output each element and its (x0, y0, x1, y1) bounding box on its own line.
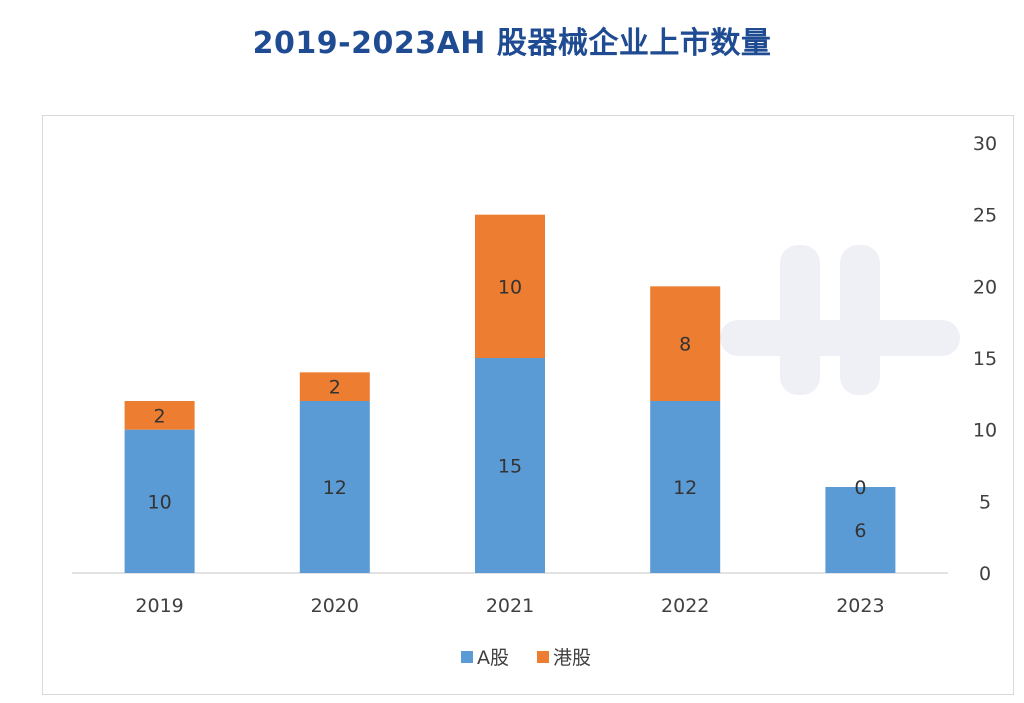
y-tick-label: 15 (973, 348, 997, 370)
bar-a-share (299, 401, 370, 573)
data-label: 6 (854, 520, 866, 542)
bar-hk-share (124, 401, 195, 430)
data-label: 2 (329, 377, 341, 399)
watermark-logo-icon (720, 245, 960, 395)
x-tick-label: 2019 (135, 595, 183, 617)
data-label: 10 (148, 491, 172, 513)
bar-hk-share (299, 372, 370, 401)
y-tick-label: 25 (973, 205, 997, 227)
y-tick-label: 30 (973, 133, 997, 155)
bar-a-share (124, 429, 195, 573)
y-tick-label: 10 (973, 420, 997, 442)
legend-swatch (537, 651, 549, 663)
bar-hk-share (650, 286, 721, 401)
chart-title: 2019-2023AH 股器械企业上市数量 (252, 26, 772, 61)
data-label: 12 (673, 477, 697, 499)
y-tick-label: 5 (979, 491, 991, 513)
x-tick-label: 2021 (486, 595, 534, 617)
data-label: 8 (679, 334, 691, 356)
legend-label: 港股 (553, 647, 591, 669)
x-tick-label: 2022 (661, 595, 709, 617)
bar-a-share (475, 358, 545, 573)
x-tick-label: 2020 (311, 595, 359, 617)
data-label: 12 (323, 477, 347, 499)
bar-hk-share (475, 214, 545, 358)
data-label: 15 (498, 456, 522, 478)
data-label: 10 (498, 276, 522, 298)
y-tick-label: 0 (979, 563, 991, 585)
legend-label: A股 (477, 647, 509, 669)
x-tick-label: 2023 (836, 595, 884, 617)
bar-a-share (650, 401, 721, 573)
data-label: 0 (854, 477, 866, 499)
data-label: 2 (154, 405, 166, 427)
legend-swatch (461, 651, 473, 663)
y-tick-label: 20 (973, 276, 997, 298)
bar-a-share (825, 487, 896, 573)
chart-frame (42, 115, 1014, 695)
watermark-logo-bar (720, 320, 960, 356)
